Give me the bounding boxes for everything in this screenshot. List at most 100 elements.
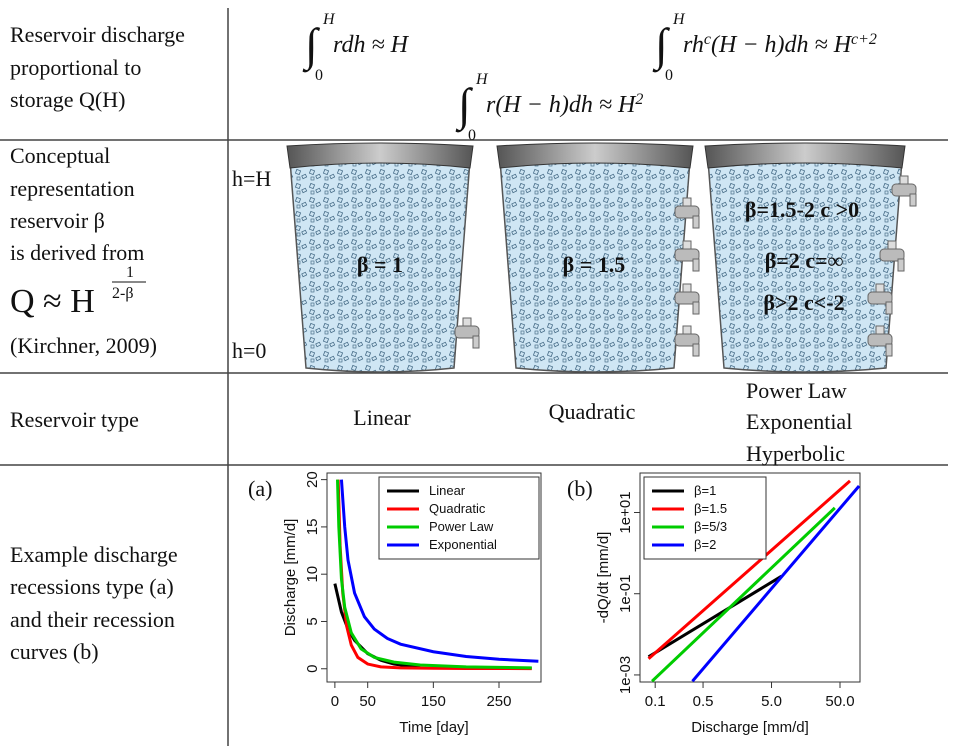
reservoir-type: Power Law (746, 378, 847, 403)
tap-handle (682, 325, 692, 335)
x-tick-label: 250 (486, 693, 511, 710)
x-tick-label: 0.5 (693, 693, 714, 710)
reservoir-type: Linear (353, 405, 411, 430)
legend-label: β=2 (694, 537, 716, 552)
tap (879, 240, 905, 272)
reservoir-type: Hyperbolic (746, 441, 845, 466)
bucket-rim (704, 142, 906, 169)
plot-box (326, 472, 542, 683)
integral-upper: H (322, 11, 336, 28)
y-tick-label: 10 (304, 566, 321, 583)
formula-part: c+2 (851, 31, 877, 48)
x-tick-label: 50 (359, 693, 376, 710)
formula-part: c (704, 31, 711, 48)
x-axis-label: Time [day] (399, 719, 468, 736)
y-tick-label: 1e-01 (617, 575, 634, 613)
tap (867, 283, 893, 315)
series-line (691, 485, 860, 682)
equation-denominator: 2-β (112, 285, 133, 302)
equation-numerator: 1 (126, 264, 134, 281)
reservoir-type: Exponential (746, 409, 852, 434)
formula-part: r(H − h)dh ≈ H (486, 92, 637, 118)
tap (674, 240, 700, 272)
panel-label: (a) (248, 476, 272, 501)
row-label: Conceptual (10, 143, 110, 168)
row-label: Example discharge (10, 542, 178, 567)
formula-part: 2 (635, 91, 643, 108)
tap (867, 325, 893, 357)
integral-lower: 0 (665, 67, 673, 84)
row-label: recessions type (a) (10, 574, 174, 599)
formula-part: rdh ≈ H (333, 32, 410, 58)
y-tick-label: 0 (304, 665, 321, 673)
x-tick-label: 0 (331, 693, 339, 710)
bucket (707, 159, 903, 373)
series-line (336, 479, 532, 670)
tap (674, 283, 700, 315)
integral-sign: ∫ (455, 79, 473, 133)
series-line (651, 506, 836, 682)
formula: rdh ≈ H (333, 32, 410, 58)
tap-handle (899, 175, 909, 185)
bucket-label: β=1.5-2 c >0 (745, 197, 859, 222)
tap-spout (692, 258, 700, 272)
panel-label: (b) (567, 476, 593, 501)
legend-label: Quadratic (429, 501, 486, 516)
row-label: is derived from (10, 240, 144, 265)
plot-box (639, 472, 861, 683)
citation: (Kirchner, 2009) (10, 333, 157, 358)
y-axis-label: -dQ/dt [mm/d] (595, 532, 612, 624)
x-tick-label: 5.0 (761, 693, 782, 710)
bucket-label: β>2 c<-2 (763, 290, 844, 315)
tap-spout (692, 343, 700, 357)
bucket-label: β = 1.5 (563, 252, 626, 277)
y-tick-label: 5 (304, 617, 321, 625)
tap-spout (472, 335, 480, 349)
row-label: Reservoir type (10, 407, 139, 432)
y-axis-label: Discharge [mm/d] (282, 519, 299, 637)
series-line (647, 574, 783, 659)
row-label: and their recession (10, 607, 175, 632)
bucket-label: β = 1 (357, 252, 403, 277)
row-label: representation (10, 176, 135, 201)
row-label: storage Q(H) (10, 87, 125, 112)
formula-part: (H − h)dh ≈ H (711, 32, 853, 58)
integral-lower: 0 (315, 67, 323, 84)
row-label: Reservoir discharge (10, 22, 185, 47)
tap-spout (692, 301, 700, 315)
x-tick-label: 150 (421, 693, 446, 710)
tap-handle (682, 197, 692, 207)
tap-handle (462, 317, 472, 327)
tap-handle (875, 325, 885, 335)
x-axis-label: Discharge [mm/d] (691, 719, 809, 736)
integral-upper: H (475, 71, 489, 88)
tap-handle (682, 240, 692, 250)
legend-label: Power Law (429, 519, 494, 534)
legend-label: Exponential (429, 537, 497, 552)
series-line (647, 479, 851, 660)
reservoir-type: Quadratic (549, 399, 636, 424)
tap-spout (692, 215, 700, 229)
y-tick-label: 1e-03 (617, 656, 634, 694)
bucket (499, 159, 691, 373)
tap-spout (909, 193, 917, 207)
y-tick-label: 1e+01 (617, 491, 634, 533)
bucket (289, 159, 471, 373)
integral-upper: H (672, 11, 686, 28)
tap-spout (897, 258, 905, 272)
integral-lower: 0 (468, 127, 476, 144)
integral-sign: ∫ (302, 19, 320, 73)
x-tick-label: 0.1 (645, 693, 666, 710)
tap-spout (885, 301, 893, 315)
bucket-label: β=2 c=∞ (765, 248, 844, 273)
row-label: reservoir β (10, 208, 105, 233)
equation-base: Q ≈ H (10, 283, 95, 320)
bucket-rim (286, 142, 474, 169)
tap-handle (875, 283, 885, 293)
y-tick-label: 15 (304, 519, 321, 536)
row-label: curves (b) (10, 639, 99, 664)
formula-part: rh (683, 32, 704, 58)
x-tick-label: 50.0 (825, 693, 854, 710)
series-line (339, 479, 539, 663)
